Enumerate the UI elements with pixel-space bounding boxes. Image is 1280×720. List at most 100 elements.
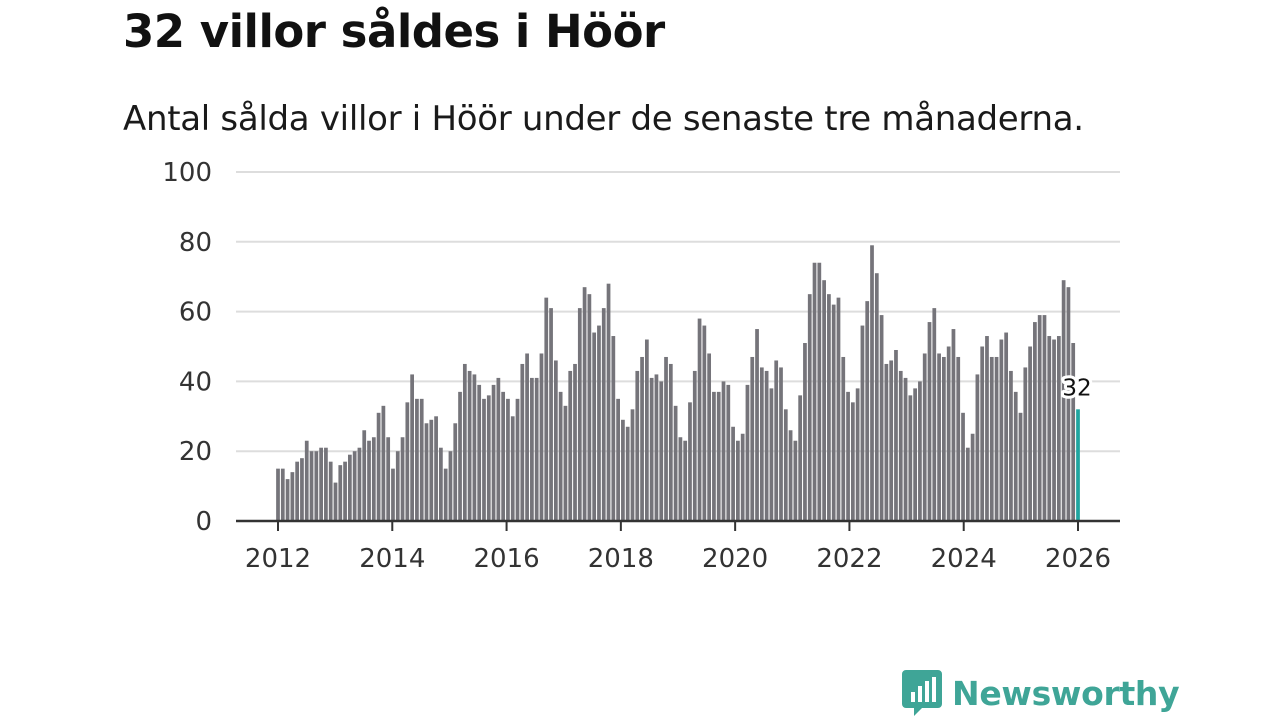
bar	[510, 416, 515, 521]
bar	[879, 315, 884, 521]
bar	[702, 325, 707, 521]
chart-subtitle: Antal sålda villor i Höör under de senas…	[123, 99, 1084, 139]
bar	[434, 416, 438, 521]
bar	[870, 245, 874, 522]
bar	[678, 437, 683, 521]
bar	[568, 370, 573, 521]
bar	[913, 388, 917, 521]
bar	[491, 384, 496, 521]
bar	[496, 377, 501, 521]
bar	[779, 367, 783, 521]
bar	[347, 454, 352, 521]
bar	[975, 374, 980, 521]
bar	[592, 332, 597, 521]
bar	[549, 308, 553, 521]
y-axis-ticks: 0 20 40 60 80 100	[162, 158, 212, 537]
bar	[415, 398, 419, 521]
bar	[314, 451, 319, 521]
bar	[970, 433, 975, 521]
x-tick-label: 2012	[245, 544, 311, 574]
bar	[812, 262, 817, 521]
bar	[582, 287, 587, 521]
bar	[803, 343, 807, 521]
bar	[501, 391, 506, 521]
bar	[898, 370, 903, 521]
bar	[381, 405, 386, 521]
bar	[448, 451, 453, 521]
bar	[865, 301, 870, 521]
bar	[1061, 280, 1066, 521]
x-tick-label: 2022	[816, 544, 882, 574]
bar	[606, 283, 611, 521]
bar	[798, 395, 803, 521]
bar	[755, 329, 759, 521]
bar	[903, 377, 908, 521]
bar	[721, 381, 726, 521]
y-tick-label: 20	[179, 437, 212, 467]
bar	[980, 346, 985, 521]
bar	[295, 461, 300, 521]
bar	[472, 374, 477, 521]
bar	[395, 451, 400, 521]
bar	[817, 262, 822, 521]
bar	[391, 468, 395, 521]
bar	[989, 356, 994, 521]
bar	[654, 374, 659, 521]
bar	[889, 360, 894, 521]
bar	[534, 377, 539, 521]
bar	[309, 451, 314, 521]
bar	[573, 363, 577, 521]
bar	[467, 370, 472, 521]
bar	[304, 440, 309, 521]
bar	[937, 353, 941, 521]
bar	[1037, 315, 1042, 521]
bar	[544, 297, 549, 521]
bar	[405, 402, 410, 521]
bar	[621, 419, 625, 521]
bar	[386, 437, 391, 521]
bar	[324, 447, 328, 521]
bar	[453, 423, 458, 521]
bar	[774, 360, 779, 521]
x-tick-label: 2014	[359, 544, 425, 574]
callout-halo: 32	[1062, 375, 1091, 401]
bar	[688, 402, 692, 521]
bar	[482, 398, 486, 521]
bar	[419, 398, 424, 521]
newsworthy-logo-icon	[902, 670, 942, 716]
bar	[343, 461, 347, 521]
bar	[1018, 412, 1023, 521]
bar	[884, 363, 889, 521]
bar	[458, 391, 462, 521]
x-tick-label: 2026	[1045, 544, 1111, 574]
bar	[333, 482, 338, 521]
bar	[635, 370, 640, 521]
bar	[1066, 287, 1071, 521]
bar	[553, 360, 558, 521]
bar	[558, 391, 563, 521]
bar	[764, 370, 769, 521]
bar	[616, 398, 620, 521]
bar	[836, 297, 841, 521]
bar	[506, 398, 510, 521]
bar	[515, 398, 520, 521]
brand-logo: Newsworthy	[902, 670, 1180, 716]
bar	[300, 458, 304, 521]
bar	[994, 356, 999, 521]
x-axis-ticks: 2012 2014 2016 2018 2020 2022 2024 2026	[245, 521, 1111, 574]
bar	[664, 356, 668, 521]
bar	[908, 395, 913, 521]
bar	[530, 377, 534, 521]
bar	[716, 391, 721, 521]
bar	[1013, 391, 1018, 521]
bar	[424, 423, 429, 521]
bar	[1056, 336, 1061, 521]
bar	[587, 294, 592, 521]
bar	[855, 388, 860, 521]
bar	[745, 384, 750, 521]
bar	[1023, 367, 1028, 521]
bars	[276, 245, 1080, 522]
bar	[860, 325, 865, 521]
bar	[443, 468, 448, 521]
